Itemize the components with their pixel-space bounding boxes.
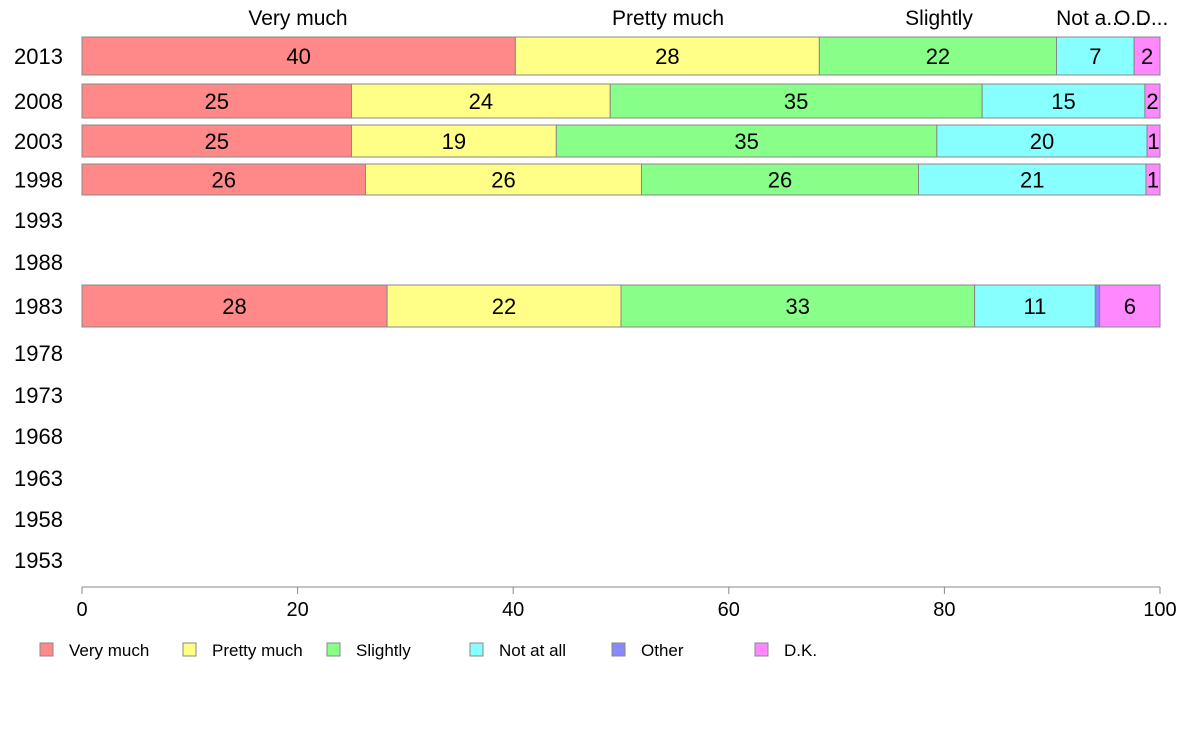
top-label-2: Slightly	[905, 7, 973, 30]
data-label-1983-2: 33	[786, 294, 810, 319]
data-label-2013-0: 40	[286, 44, 310, 69]
y-label-2013: 2013	[14, 44, 63, 69]
x-tick-label-40: 40	[502, 599, 524, 621]
bar-1998-not-at-all	[918, 163, 1147, 196]
bar-2003-pretty-much	[351, 124, 557, 158]
y-label-1953: 1953	[14, 548, 63, 573]
bar-2003-very-much	[81, 124, 352, 158]
bar-2013-very-much	[81, 36, 516, 76]
data-label-1983-5: 6	[1124, 294, 1136, 319]
y-label-1978: 1978	[14, 341, 63, 366]
bar-1983-other	[1094, 284, 1101, 328]
data-label-2008-3: 15	[1051, 89, 1075, 114]
data-label-2008-5: 2	[1146, 89, 1158, 114]
data-label-1998-2: 26	[768, 168, 792, 193]
data-label-1998-5: 1	[1147, 168, 1159, 193]
data-label-2003-1: 19	[442, 129, 466, 154]
y-label-1998: 1998	[14, 168, 63, 193]
bar-2003-not-at-all	[936, 124, 1148, 158]
y-label-1963: 1963	[14, 466, 63, 491]
data-label-2003-2: 35	[734, 129, 758, 154]
data-label-2008-2: 35	[784, 89, 808, 114]
legend-label-3: Not at all	[499, 641, 566, 660]
legend-swatch-3	[469, 642, 484, 657]
y-label-1973: 1973	[14, 383, 63, 408]
legend-swatch-2	[326, 642, 341, 657]
bar-1998-pretty-much	[365, 163, 642, 196]
bar-2003-slightly	[555, 124, 938, 158]
x-tick-label-60: 60	[718, 599, 740, 621]
bar-1983-very-much	[81, 284, 388, 328]
bar-2008-very-much	[81, 83, 352, 119]
data-label-1998-3: 21	[1020, 168, 1044, 193]
legend: Very much Pretty much Slightly Not at all Ot…	[39, 641, 817, 660]
data-label-2003-3: 20	[1030, 129, 1054, 154]
x-axis: 0 20 40 60 80 100	[76, 586, 1177, 621]
bars	[81, 36, 1161, 328]
y-label-2003: 2003	[14, 129, 63, 154]
data-label-2013-1: 28	[655, 44, 679, 69]
data-label-2013-2: 22	[926, 44, 950, 69]
legend-label-4: Other	[641, 641, 684, 660]
data-label-2008-1: 24	[469, 89, 493, 114]
x-tick-label-20: 20	[286, 599, 308, 621]
legend-swatch-0	[39, 642, 54, 657]
bar-1983-d-k-	[1099, 284, 1161, 328]
legend-label-5: D.K.	[784, 641, 817, 660]
bar-1998-very-much	[81, 163, 367, 196]
bar-2013-slightly	[818, 36, 1058, 76]
data-label-1983-3: 11	[1024, 294, 1047, 319]
legend-label-2: Slightly	[356, 641, 411, 660]
legend-swatch-5	[754, 642, 769, 657]
bar-2008-slightly	[609, 83, 983, 119]
top-label-1: Pretty much	[612, 7, 724, 30]
y-label-1958: 1958	[14, 507, 63, 532]
legend-swatch-4	[611, 642, 626, 657]
bar-1983-pretty-much	[386, 284, 622, 328]
legend-label-1: Pretty much	[212, 641, 303, 660]
data-label-2013-5: 2	[1141, 44, 1153, 69]
data-label-1998-1: 26	[491, 168, 515, 193]
bar-2013-d-k-	[1133, 36, 1161, 76]
bar-2008-pretty-much	[351, 83, 611, 119]
y-label-1988: 1988	[14, 250, 63, 275]
y-label-1968: 1968	[14, 424, 63, 449]
data-label-1983-0: 28	[222, 294, 246, 319]
data-label-1983-1: 22	[492, 294, 516, 319]
legend-swatch-1	[182, 642, 197, 657]
bar-data-labels: 40 28 22 7 2 25 24 35 15 2 25 19 35 20 1 26 26 26 21 1 28 22 3…	[205, 44, 1160, 319]
x-tick-label-100: 100	[1143, 599, 1176, 621]
data-label-2008-0: 25	[205, 89, 229, 114]
top-label-0: Very much	[248, 7, 347, 30]
y-label-1983: 1983	[14, 294, 63, 319]
bar-2008-d-k-	[1144, 83, 1161, 119]
bar-2003-d-k-	[1146, 124, 1161, 158]
data-label-2003-5: 1	[1147, 129, 1159, 154]
data-label-2003-0: 25	[205, 129, 229, 154]
y-axis-labels: 2013 2008 2003 1998 1993 1988 1983 1978 1973 1968…	[14, 44, 63, 573]
bar-2008-not-at-all	[981, 83, 1146, 119]
bar-1998-d-k-	[1145, 163, 1161, 196]
top-labels: Very much Pretty much Slightly Not a...O...…	[248, 7, 1168, 30]
x-tick-label-0: 0	[76, 599, 87, 621]
y-label-2008: 2008	[14, 89, 63, 114]
data-label-2013-3: 7	[1089, 44, 1101, 69]
legend-label-0: Very much	[69, 641, 149, 660]
bar-1983-slightly	[620, 284, 976, 328]
top-label-5: D...	[1136, 7, 1169, 30]
y-label-1993: 1993	[14, 208, 63, 233]
top-label-4: O...	[1114, 7, 1148, 30]
top-label-3: Not a...	[1056, 7, 1124, 30]
bar-2013-not-at-all	[1056, 36, 1135, 76]
x-tick-label-80: 80	[933, 599, 955, 621]
bar-1983-not-at-all	[974, 284, 1096, 328]
bar-1998-slightly	[640, 163, 920, 196]
data-label-1998-0: 26	[212, 168, 236, 193]
